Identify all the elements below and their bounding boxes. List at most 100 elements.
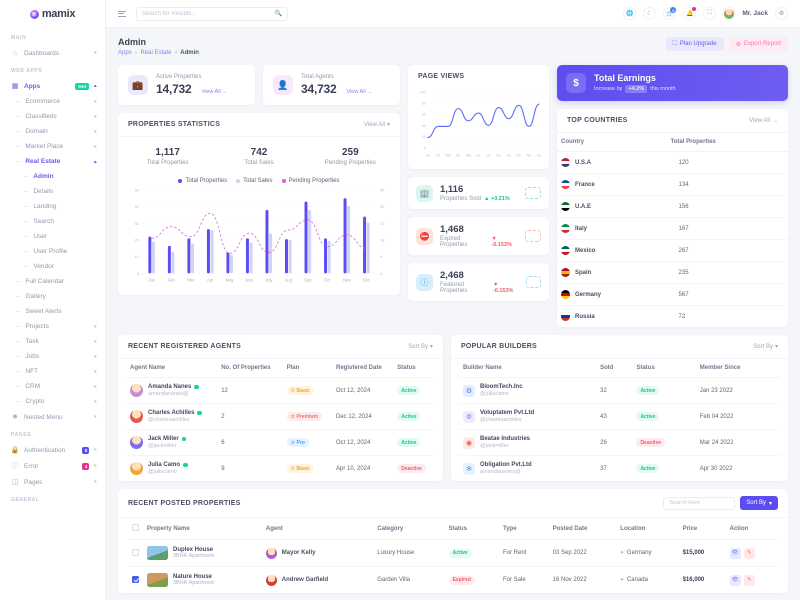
global-search[interactable]: 🔍 xyxy=(136,6,288,21)
avatar[interactable] xyxy=(723,7,736,20)
sidebar-item-domain[interactable]: – Domain ▾ xyxy=(0,124,105,139)
table-row[interactable]: Duplex House 3BHK Apartment Mayor Kelly … xyxy=(128,539,778,567)
sidebar-item-real-estate[interactable]: – Real Estate ▴ xyxy=(0,154,105,169)
sidebar-item-jobs[interactable]: – Jobs ▾ xyxy=(0,349,105,364)
column-header-status[interactable]: Status xyxy=(393,359,435,378)
metric-card-1[interactable]: ⛔ 1,468 Expired Properties ▼ -0.153% xyxy=(408,217,549,256)
table-row[interactable]: Russia 72 xyxy=(557,306,788,328)
column-header-agent[interactable]: Agent xyxy=(261,518,374,540)
plan-upgrade-button[interactable]: ⛶ Plan Upgrade xyxy=(665,37,724,51)
breadcrumb-item-real-estate[interactable]: Real Estate xyxy=(140,50,172,56)
table-row[interactable]: ⚙ BloomTech.Inc @juliacamo 32 Active Jan… xyxy=(459,377,780,404)
table-row[interactable]: Italy 167 xyxy=(557,217,788,240)
moon-icon[interactable]: ☾ xyxy=(643,7,657,20)
legend-item-2[interactable]: Pending Properties xyxy=(281,178,340,184)
column-header-no-of-properties[interactable]: No. Of Properties xyxy=(217,359,283,378)
column-header-country[interactable]: Country xyxy=(557,133,667,152)
table-row[interactable]: ❁ Voluptatem Pvt.Ltd @charlesachilles 43… xyxy=(459,403,780,430)
sidebar-item-market-place[interactable]: – Market Place ▾ xyxy=(0,139,105,154)
column-header-builder-name[interactable]: Builder Name xyxy=(459,359,597,378)
sidebar-item-admin[interactable]: – Admin xyxy=(0,169,105,184)
sidebar-item-task[interactable]: – Task ▾ xyxy=(0,334,105,349)
table-row[interactable]: Nature House 3BHK Apartment Andrew Garfi… xyxy=(128,567,778,594)
sidebar-item-dashboards[interactable]: ⌂ Dashboards ▾ xyxy=(0,45,105,61)
total-earnings-card[interactable]: $ Total Earnings Increase by +4.2% this … xyxy=(557,65,788,101)
column-header-property-name[interactable]: Property Name xyxy=(143,518,262,540)
bell-icon[interactable]: 🔔 xyxy=(683,7,697,20)
table-row[interactable]: ✻ Obligation Pvt.Ltd amandananes@ 37 Act… xyxy=(459,456,780,482)
recent-posted-sort-button[interactable]: Sort By ▾ xyxy=(740,496,778,510)
table-row[interactable]: U.A.E 156 xyxy=(557,195,788,218)
table-row[interactable]: ◉ Beatae Industries @jackmiller 26 Deact… xyxy=(459,429,780,456)
select-all-checkbox-header[interactable] xyxy=(128,518,143,540)
row-checkbox[interactable] xyxy=(132,575,139,583)
recent-posted-search-input[interactable] xyxy=(669,500,730,506)
column-header-total-properties[interactable]: Total Properties xyxy=(666,133,788,152)
popular-builders-sort-by[interactable]: Sort By ▾ xyxy=(753,343,778,351)
brand-logo[interactable]: mamix xyxy=(0,0,105,28)
breadcrumb-item-apps[interactable]: Apps xyxy=(118,50,132,56)
sidebar-item-gallery[interactable]: – Gallery xyxy=(0,289,105,304)
column-header-sold[interactable]: Sold xyxy=(596,359,633,378)
translate-icon[interactable]: 🌐 xyxy=(623,7,637,20)
legend-item-1[interactable]: Total Sales xyxy=(236,178,273,184)
stat-view-all-link[interactable]: View All → xyxy=(346,89,373,95)
sidebar-item-nested-menu[interactable]: ✸ Nested Menu ▾ xyxy=(0,409,105,425)
legend-item-0[interactable]: Total Properties xyxy=(178,178,227,184)
column-header-type[interactable]: Type xyxy=(498,518,549,540)
edit-action-icon[interactable]: ✎ xyxy=(743,574,755,586)
sidebar-item-nft[interactable]: – NFT ▾ xyxy=(0,364,105,379)
table-row[interactable]: Jack Miller @jackmiller 6 ☆ Pro Oct 12, … xyxy=(126,429,435,456)
metric-card-2[interactable]: ⓘ 2,468 Featured Properties ▼ -0.153% xyxy=(408,263,549,302)
sidebar-item-search[interactable]: – Search xyxy=(0,214,105,229)
sidebar-item-apps[interactable]: ▦ Apps Hot ▴ xyxy=(0,78,105,94)
search-input[interactable] xyxy=(142,10,275,17)
fullscreen-icon[interactable]: ⛶ xyxy=(703,7,717,20)
sidebar-item-pages[interactable]: ◫ Pages ▾ xyxy=(0,474,105,490)
sidebar-item-user-profile[interactable]: – User Profile xyxy=(0,244,105,259)
column-header-registered-date[interactable]: Registered Date xyxy=(332,359,394,378)
metric-card-0[interactable]: 🏢 1,116 Properties Sold ▲ +0.21% xyxy=(408,177,549,210)
sidebar-item-vendor[interactable]: – Vendor xyxy=(0,259,105,274)
edit-action-icon[interactable]: ✎ xyxy=(743,547,755,559)
properties-statistics-view-all[interactable]: View All ▾ xyxy=(364,121,390,129)
table-row[interactable]: Amanda Nanes amandananes@ 12 ☆ Basic Oct… xyxy=(126,377,435,404)
cart-icon[interactable]: 🛒 0 xyxy=(663,7,677,20)
table-row[interactable]: France 134 xyxy=(557,173,788,196)
column-header-status[interactable]: Status xyxy=(444,518,499,540)
table-row[interactable]: U.S.A 120 xyxy=(557,151,788,174)
table-row[interactable]: Charles Achilles @charlesachilles 2 ☆ Pr… xyxy=(126,403,435,430)
sidebar-item-crypto[interactable]: – Crypto ▾ xyxy=(0,394,105,409)
stat-card-0[interactable]: 💼 Active Properties 14,732 View All → xyxy=(118,65,255,105)
user-name[interactable]: Mr. Jack xyxy=(742,10,768,17)
sidebar-item-error[interactable]: ⓘ Error 3 ▾ xyxy=(0,458,105,474)
stat-card-1[interactable]: 👤 Total Agents 34,732 View All → xyxy=(263,65,400,105)
column-header-member-since[interactable]: Member Since xyxy=(695,359,780,378)
menu-toggle-icon[interactable] xyxy=(118,10,126,17)
sidebar-item-sweet-alerts[interactable]: – Sweet Alerts xyxy=(0,304,105,319)
select-all-checkbox[interactable] xyxy=(132,524,139,531)
column-header-plan[interactable]: Plan xyxy=(282,359,332,378)
gear-icon[interactable]: ⚙ xyxy=(775,7,788,20)
table-row[interactable]: Julia Camo @juliacamo 9 ☆ Basic Apr 10, … xyxy=(126,456,435,482)
column-header-location[interactable]: Location xyxy=(616,518,679,540)
top-countries-view-all[interactable]: View All → xyxy=(749,117,778,124)
sidebar-item-user[interactable]: – User xyxy=(0,229,105,244)
sidebar-item-ecommerce[interactable]: – Ecommerce ▾ xyxy=(0,94,105,109)
column-header-posted-date[interactable]: Posted Date xyxy=(548,518,617,540)
column-header-category[interactable]: Category xyxy=(373,518,445,540)
sidebar-item-classifieds[interactable]: – Classifieds ▾ xyxy=(0,109,105,124)
column-header-agent-name[interactable]: Agent Name xyxy=(126,359,218,378)
sidebar-item-authentication[interactable]: 🔒 Authentication 8 ▾ xyxy=(0,442,105,458)
column-header-price[interactable]: Price xyxy=(678,518,726,540)
column-header-status[interactable]: Status xyxy=(632,359,696,378)
sidebar-item-crm[interactable]: – CRM ▾ xyxy=(0,379,105,394)
export-report-button[interactable]: ⚙ Export Report xyxy=(728,37,788,51)
table-row[interactable]: Mexico 267 xyxy=(557,239,788,262)
row-checkbox[interactable] xyxy=(132,548,139,556)
view-action-icon[interactable]: 👁 xyxy=(729,547,741,559)
recent-agents-sort-by[interactable]: Sort By ▾ xyxy=(408,343,433,351)
sidebar-item-full-calendar[interactable]: – Full Calendar xyxy=(0,274,105,289)
sidebar-item-details[interactable]: – Details xyxy=(0,184,105,199)
column-header-action[interactable]: Action xyxy=(725,518,778,540)
